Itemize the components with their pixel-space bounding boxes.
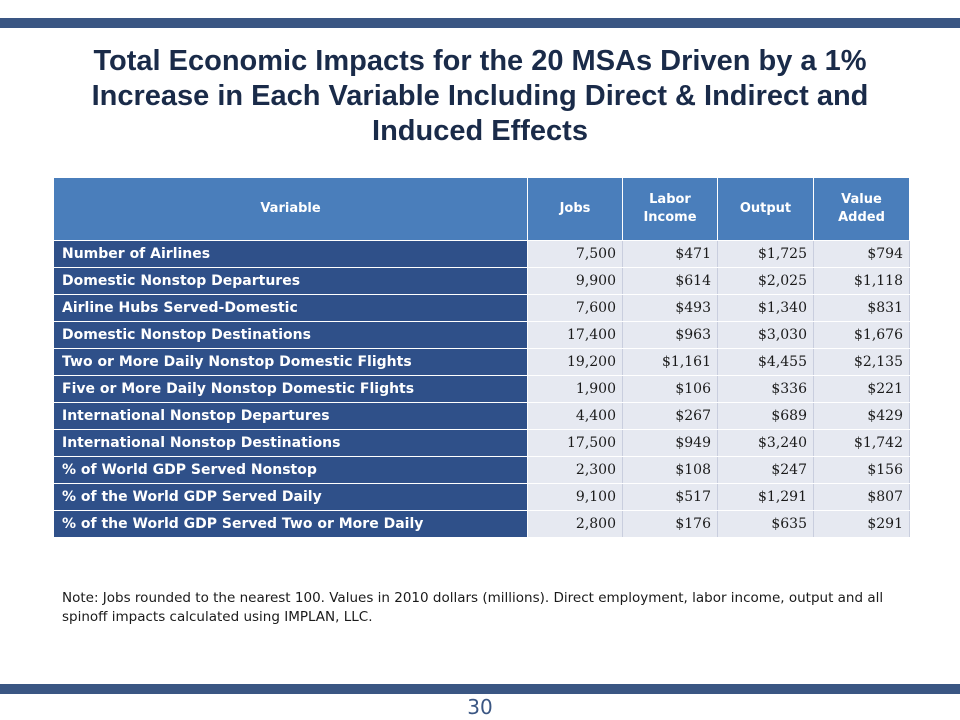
page-number: 30: [467, 695, 493, 719]
top-accent-bar: [0, 18, 960, 28]
header-jobs: Jobs: [527, 177, 623, 241]
cell-value-added: $831: [813, 294, 910, 322]
cell-variable: Five or More Daily Nonstop Domestic Flig…: [53, 375, 528, 403]
cell-output: $336: [717, 375, 814, 403]
header-output: Output: [717, 177, 814, 241]
cell-jobs: 17,500: [527, 429, 623, 457]
cell-labor-income: $176: [622, 510, 718, 538]
table-header-row: Variable Jobs Labor Income Output Value …: [53, 177, 910, 241]
header-variable: Variable: [53, 177, 528, 241]
cell-variable: Domestic Nonstop Departures: [53, 267, 528, 295]
cell-output: $1,291: [717, 483, 814, 511]
cell-variable: % of World GDP Served Nonstop: [53, 456, 528, 484]
cell-labor-income: $493: [622, 294, 718, 322]
cell-variable: Airline Hubs Served-Domestic: [53, 294, 528, 322]
cell-variable: International Nonstop Destinations: [53, 429, 528, 457]
impacts-table: Variable Jobs Labor Income Output Value …: [53, 177, 910, 538]
cell-value-added: $794: [813, 240, 910, 268]
cell-jobs: 4,400: [527, 402, 623, 430]
cell-output: $4,455: [717, 348, 814, 376]
cell-value-added: $807: [813, 483, 910, 511]
cell-jobs: 7,600: [527, 294, 623, 322]
table-row: % of the World GDP Served Daily 9,100 $5…: [53, 483, 910, 511]
header-labor-income: Labor Income: [622, 177, 718, 241]
cell-variable: Two or More Daily Nonstop Domestic Fligh…: [53, 348, 528, 376]
cell-variable: Domestic Nonstop Destinations: [53, 321, 528, 349]
cell-output: $2,025: [717, 267, 814, 295]
table-row: Number of Airlines 7,500 $471 $1,725 $79…: [53, 240, 910, 268]
cell-output: $3,030: [717, 321, 814, 349]
cell-jobs: 17,400: [527, 321, 623, 349]
slide-title: Total Economic Impacts for the 20 MSAs D…: [91, 45, 869, 147]
cell-value-added: $1,676: [813, 321, 910, 349]
cell-output: $689: [717, 402, 814, 430]
cell-value-added: $2,135: [813, 348, 910, 376]
table-row: International Nonstop Departures 4,400 $…: [53, 402, 910, 430]
cell-labor-income: $949: [622, 429, 718, 457]
table-row: % of World GDP Served Nonstop 2,300 $108…: [53, 456, 910, 484]
table-row: International Nonstop Destinations 17,50…: [53, 429, 910, 457]
header-value-added: Value Added: [813, 177, 910, 241]
table-row: Airline Hubs Served-Domestic 7,600 $493 …: [53, 294, 910, 322]
cell-value-added: $156: [813, 456, 910, 484]
cell-output: $1,725: [717, 240, 814, 268]
cell-variable: Number of Airlines: [53, 240, 528, 268]
cell-output: $635: [717, 510, 814, 538]
table-row: Domestic Nonstop Departures 9,900 $614 $…: [53, 267, 910, 295]
cell-labor-income: $267: [622, 402, 718, 430]
cell-jobs: 9,900: [527, 267, 623, 295]
cell-value-added: $291: [813, 510, 910, 538]
cell-labor-income: $963: [622, 321, 718, 349]
cell-value-added: $429: [813, 402, 910, 430]
cell-labor-income: $1,161: [622, 348, 718, 376]
cell-jobs: 9,100: [527, 483, 623, 511]
cell-labor-income: $106: [622, 375, 718, 403]
cell-jobs: 19,200: [527, 348, 623, 376]
table-row: Domestic Nonstop Destinations 17,400 $96…: [53, 321, 910, 349]
cell-variable: % of the World GDP Served Daily: [53, 483, 528, 511]
cell-labor-income: $471: [622, 240, 718, 268]
cell-output: $247: [717, 456, 814, 484]
table-row: Two or More Daily Nonstop Domestic Fligh…: [53, 348, 910, 376]
cell-output: $3,240: [717, 429, 814, 457]
cell-labor-income: $517: [622, 483, 718, 511]
cell-jobs: 7,500: [527, 240, 623, 268]
table-row: Five or More Daily Nonstop Domestic Flig…: [53, 375, 910, 403]
cell-labor-income: $108: [622, 456, 718, 484]
cell-value-added: $1,118: [813, 267, 910, 295]
bottom-accent-bar: [0, 684, 960, 694]
cell-jobs: 2,800: [527, 510, 623, 538]
footnote: Note: Jobs rounded to the nearest 100. V…: [62, 590, 884, 625]
cell-value-added: $1,742: [813, 429, 910, 457]
cell-variable: % of the World GDP Served Two or More Da…: [53, 510, 528, 538]
cell-variable: International Nonstop Departures: [53, 402, 528, 430]
cell-value-added: $221: [813, 375, 910, 403]
cell-jobs: 2,300: [527, 456, 623, 484]
cell-output: $1,340: [717, 294, 814, 322]
cell-labor-income: $614: [622, 267, 718, 295]
cell-jobs: 1,900: [527, 375, 623, 403]
table-row: % of the World GDP Served Two or More Da…: [53, 510, 910, 538]
